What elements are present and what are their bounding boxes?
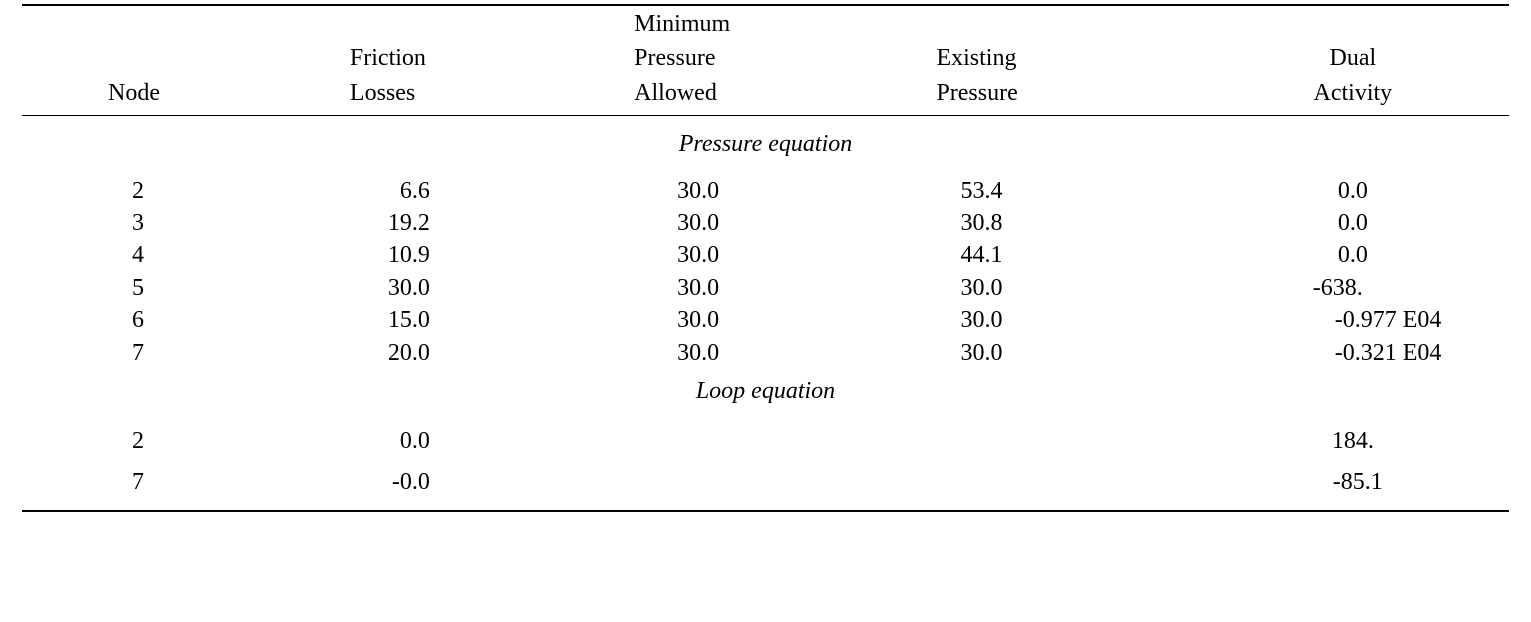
col-minpressure-header-line2: Pressure bbox=[634, 42, 884, 74]
cell-min-pressure: 30.0 bbox=[677, 304, 884, 336]
cell-existing-pressure: 30.8 bbox=[960, 207, 1196, 239]
col-friction-header-line3: Losses bbox=[350, 77, 572, 109]
cell-min-pressure: 30.0 bbox=[677, 175, 884, 207]
table-row: 2 6.6 30.0 53.4 0.0 bbox=[22, 175, 1509, 207]
cell-friction: 20.0 bbox=[260, 337, 430, 369]
col-node-header-line3: Node bbox=[108, 77, 260, 109]
cell-node: 3 bbox=[132, 207, 260, 239]
table-row: 7 -0.0 -85.1 bbox=[22, 462, 1509, 511]
table: Minimum Friction Pressure Existing Dual … bbox=[22, 4, 1509, 512]
cell-existing-pressure: 30.0 bbox=[960, 272, 1196, 304]
section-title-row: Loop equation bbox=[22, 369, 1509, 421]
cell-min-pressure: 30.0 bbox=[677, 337, 884, 369]
cell-friction: 6.6 bbox=[260, 175, 430, 207]
header-row-3: Node Losses Allowed Pressure Activity bbox=[22, 75, 1509, 116]
cell-min-pressure: 30.0 bbox=[677, 207, 884, 239]
cell-node: 6 bbox=[132, 304, 260, 336]
cell-node: 2 bbox=[132, 175, 260, 207]
col-minpressure-header-line3: Allowed bbox=[634, 77, 884, 109]
cell-friction: 30.0 bbox=[260, 272, 430, 304]
cell-min-pressure: 30.0 bbox=[677, 272, 884, 304]
col-friction-header-line2: Friction bbox=[350, 42, 572, 74]
col-dual-header-line3: Activity bbox=[1197, 77, 1509, 109]
cell-existing-pressure: 53.4 bbox=[960, 175, 1196, 207]
cell-existing-pressure: 44.1 bbox=[960, 239, 1196, 271]
cell-node: 7 bbox=[132, 337, 260, 369]
col-dual-header-line2: Dual bbox=[1197, 42, 1509, 74]
cell-existing-pressure: 30.0 bbox=[960, 304, 1196, 336]
col-existing-header-line2: Existing bbox=[936, 42, 1196, 74]
cell-dual-activity: -638. bbox=[1313, 272, 1509, 304]
table-row: 6 15.0 30.0 30.0 -0.977 E04 bbox=[22, 304, 1509, 336]
col-existing-header-line3: Pressure bbox=[936, 77, 1196, 109]
header-row-2: Friction Pressure Existing Dual bbox=[22, 40, 1509, 74]
cell-existing-pressure: 30.0 bbox=[960, 337, 1196, 369]
cell-dual-activity: 0.0 bbox=[1197, 207, 1509, 239]
cell-dual-activity: -0.321 E04 bbox=[1335, 337, 1509, 369]
cell-friction: 19.2 bbox=[260, 207, 430, 239]
header-row-1: Minimum bbox=[22, 5, 1509, 40]
cell-dual-activity: 184. bbox=[1197, 425, 1509, 457]
table-row: 3 19.2 30.0 30.8 0.0 bbox=[22, 207, 1509, 239]
table-row: 2 0.0 184. bbox=[22, 421, 1509, 461]
cell-min-pressure: 30.0 bbox=[677, 239, 884, 271]
section-title-row: Pressure equation bbox=[22, 116, 1509, 175]
cell-friction: 10.9 bbox=[260, 239, 430, 271]
table-row: 4 10.9 30.0 44.1 0.0 bbox=[22, 239, 1509, 271]
cell-node: 7 bbox=[132, 466, 260, 498]
cell-dual-activity: -0.977 E04 bbox=[1335, 304, 1509, 336]
cell-dual-activity: 0.0 bbox=[1197, 175, 1509, 207]
cell-node: 4 bbox=[132, 239, 260, 271]
cell-friction: -0.0 bbox=[260, 466, 430, 498]
cell-node: 2 bbox=[132, 425, 260, 457]
cell-friction: 15.0 bbox=[260, 304, 430, 336]
col-minpressure-header-line1: Minimum bbox=[634, 8, 884, 40]
table-row: 5 30.0 30.0 30.0 -638. bbox=[22, 272, 1509, 304]
cell-dual-activity: 0.0 bbox=[1197, 239, 1509, 271]
cell-node: 5 bbox=[132, 272, 260, 304]
table-row: 7 20.0 30.0 30.0 -0.321 E04 bbox=[22, 337, 1509, 369]
cell-friction: 0.0 bbox=[260, 425, 430, 457]
data-table: Minimum Friction Pressure Existing Dual … bbox=[0, 0, 1531, 522]
section-2-title: Loop equation bbox=[22, 369, 1509, 421]
cell-dual-activity: -85.1 bbox=[1333, 466, 1509, 498]
section-1-title: Pressure equation bbox=[22, 116, 1509, 175]
